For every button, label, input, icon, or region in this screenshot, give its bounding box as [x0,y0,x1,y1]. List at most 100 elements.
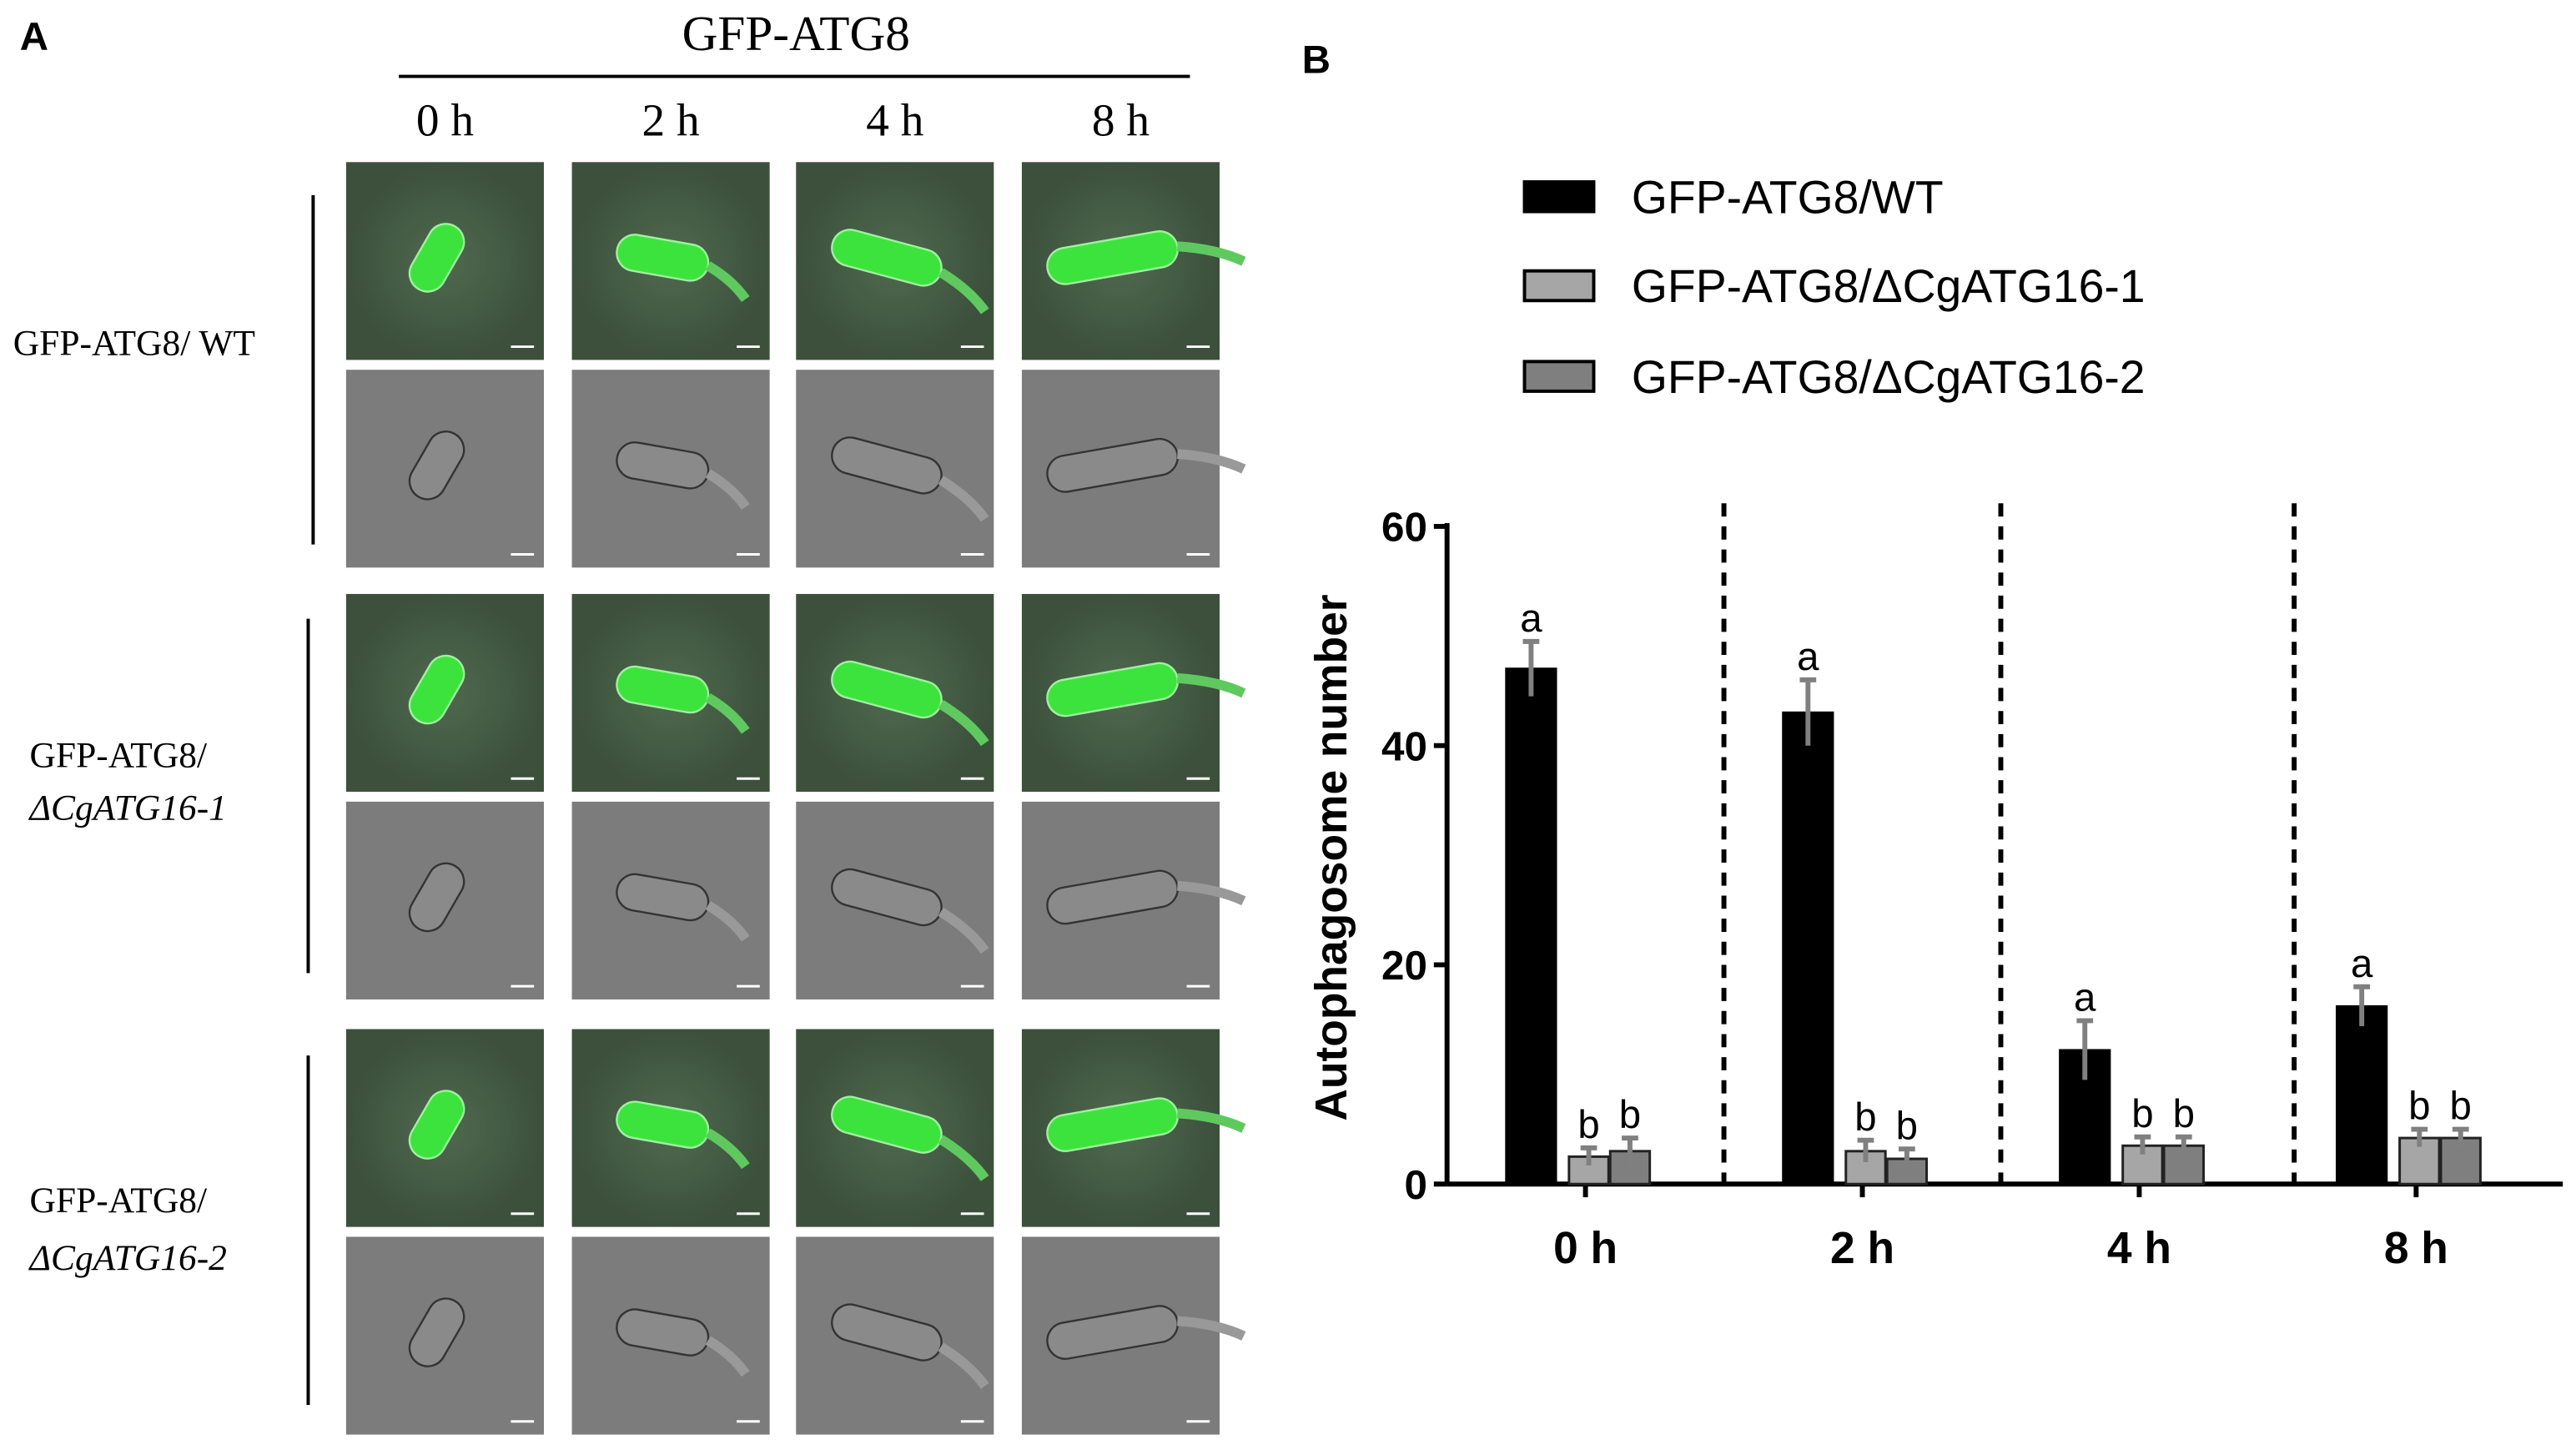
significance-letter: a [1797,635,1819,679]
time-label: 4 h [866,95,923,146]
germ-tube [705,469,750,510]
cell [408,862,465,933]
legend-swatch [1522,269,1596,303]
germ-tube [938,476,989,522]
significance-letter: b [2173,1092,2195,1136]
x-tick-label: 8 h [2384,1224,2448,1273]
significance-letter: b [2408,1085,2430,1129]
time-label: 2 h [642,95,700,146]
germ-tube [1176,241,1246,266]
germ-tube [938,1135,989,1181]
significance-letter: b [1577,1103,1599,1147]
cell [408,1090,465,1160]
germ-tube [938,1342,989,1389]
germ-tube [705,1128,750,1170]
cell [408,654,465,725]
x-tick-label: 4 h [2107,1224,2171,1273]
cell [1046,869,1246,925]
cell-body [616,234,710,282]
time-label: 8 h [1092,95,1150,146]
cell [1046,437,1246,493]
cell [831,229,989,315]
cell [1046,1097,1246,1152]
cell [616,234,750,303]
cell-body [616,1100,710,1149]
legend-swatch [1522,360,1596,393]
germ-tube [1176,1108,1246,1133]
cell-body [1046,869,1179,925]
x-tick-label: 0 h [1553,1224,1618,1273]
bar [1505,667,1557,1186]
cell [616,1308,750,1377]
cell [616,665,750,734]
cell [408,430,465,501]
cell [1046,662,1246,717]
cell-body [831,1095,943,1154]
significance-letter: b [1896,1104,1918,1148]
panel-label: B [1302,38,1331,83]
cell [616,441,750,510]
significance-letter: b [2131,1092,2153,1136]
cell [616,1100,750,1170]
cell [831,1303,989,1389]
cell [616,873,750,942]
significance-letter: a [1520,597,1542,641]
cell [408,223,465,293]
cell-body [408,223,465,293]
germ-tube [938,699,989,747]
cell [831,436,989,522]
cell-body [408,1090,465,1160]
y-axis-label: Autophagosome number [1307,595,1356,1121]
germ-tube [705,261,750,303]
cell-body [1046,1097,1179,1152]
cell-body [408,862,465,933]
germ-tube [1176,672,1246,698]
row-label: ΔCgATG16-2 [28,1238,227,1278]
y-tick-label: 40 [1381,723,1427,769]
cell [1046,1305,1246,1360]
germ-tube [1176,880,1246,906]
row-label: GFP-ATG8/ [30,1181,208,1221]
cell [831,660,989,747]
cell [408,1297,465,1367]
germ-tube [1176,1316,1246,1341]
time-label: 0 h [416,95,474,146]
germ-tube [705,693,750,734]
x-tick-label: 2 h [1830,1224,1894,1273]
header: GFP-ATG8 [682,6,910,61]
bar [2336,1004,2388,1186]
legend-label: GFP-ATG8/WT [1632,172,1944,224]
panel-label: A [20,15,48,59]
row-label: ΔCgATG16-1 [28,788,227,828]
cell [831,868,989,954]
cell-body [1046,230,1179,285]
cell-body [616,873,710,922]
significance-letter: b [1854,1095,1876,1140]
bar [1844,1150,1887,1186]
cell-body [831,868,943,927]
legend-label: GFP-ATG8/ΔCgATG16-2 [1632,351,2146,403]
y-tick-label: 60 [1381,505,1427,551]
significance-letter: b [2450,1085,2472,1129]
cell-body [1046,1305,1179,1360]
cell-body [1046,662,1179,717]
cell [831,1095,989,1181]
row-label: GFP-ATG8/ [30,735,208,775]
bar [1782,711,1834,1186]
cell-body [408,430,465,501]
legend-swatch [1522,180,1596,214]
cell-body [408,654,465,725]
cell-body [616,665,710,714]
y-tick-label: 0 [1404,1162,1426,1208]
significance-letter: a [2351,942,2373,986]
significance-letter: b [1619,1093,1641,1137]
germ-tube [938,268,989,315]
germ-tube [705,1336,750,1377]
legend-label: GFP-ATG8/ΔCgATG16-1 [1632,260,2146,312]
germ-tube [705,900,750,942]
cell-body [616,441,710,490]
cell-body [1046,437,1179,493]
y-tick-label: 20 [1381,943,1427,989]
cell-body [408,1297,465,1367]
